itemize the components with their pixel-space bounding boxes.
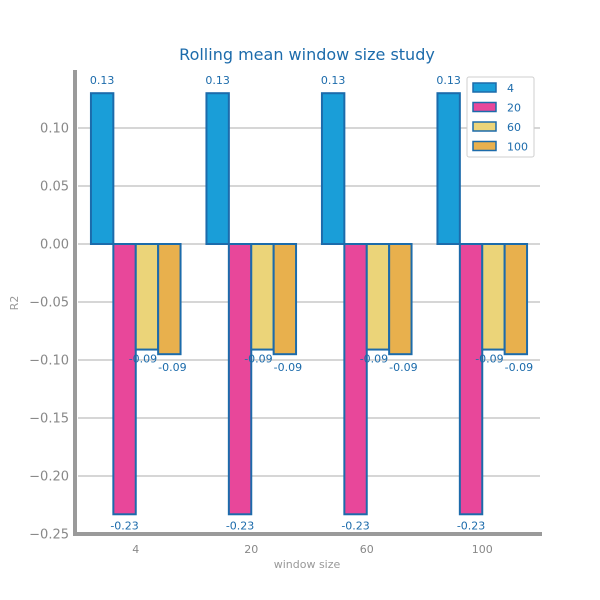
y-axis-ticks: 0.10 0.05 0.00 −0.05 −0.10 −0.15 −0.20 −0.25 xyxy=(29,122,69,543)
legend-label: 60 xyxy=(507,121,521,134)
data-label: -0.09 xyxy=(158,361,186,374)
data-label: 0.13 xyxy=(205,74,230,87)
x-axis-ticks: 4 20 60 100 xyxy=(132,543,493,556)
data-label: -0.09 xyxy=(360,353,388,366)
bar-20-4 xyxy=(112,243,137,516)
y-axis-label: R2 xyxy=(8,296,21,311)
data-label: -0.09 xyxy=(389,361,417,374)
legend-label: 100 xyxy=(507,141,528,154)
y-tick-label: −0.15 xyxy=(29,412,69,427)
bar-100-60 xyxy=(388,243,413,356)
bar-60-100 xyxy=(481,243,506,351)
y-tick-label: 0.00 xyxy=(40,238,69,253)
legend-label: 20 xyxy=(507,102,521,115)
x-tick-label: 20 xyxy=(244,543,258,556)
data-label: 0.13 xyxy=(321,74,346,87)
bar-60-4 xyxy=(134,243,160,351)
x-tick-label: 100 xyxy=(472,543,493,556)
bar-60-60 xyxy=(365,243,391,351)
bar-100-20 xyxy=(272,243,298,356)
legend-box xyxy=(466,76,535,158)
bar-4-100 xyxy=(436,92,461,245)
y-tick-label: 0.05 xyxy=(40,180,69,195)
chart-title: Rolling mean window size study xyxy=(179,45,435,64)
data-label: -0.23 xyxy=(457,519,485,532)
data-label: -0.09 xyxy=(274,361,302,374)
y-tick-label: −0.25 xyxy=(29,528,69,543)
bar-100-4 xyxy=(157,243,182,356)
y-tick-label: −0.10 xyxy=(29,354,69,369)
data-label: -0.23 xyxy=(110,519,138,532)
data-label: 0.13 xyxy=(436,74,461,87)
data-label: -0.09 xyxy=(475,353,503,366)
bar-4-60 xyxy=(320,92,346,245)
bars xyxy=(89,92,529,516)
data-label: -0.09 xyxy=(244,353,272,366)
bar-60-20 xyxy=(250,243,275,351)
legend-swatch xyxy=(472,121,497,132)
y-tick-label: −0.20 xyxy=(29,470,69,485)
x-axis-label: window size xyxy=(274,558,341,571)
x-tick-label: 60 xyxy=(360,543,374,556)
x-tick-label: 4 xyxy=(132,543,139,556)
legend-swatch xyxy=(472,82,497,93)
legend-swatch xyxy=(472,140,497,152)
bar-20-60 xyxy=(343,243,368,516)
bar-4-20 xyxy=(205,92,230,245)
y-tick-label: 0.10 xyxy=(40,122,69,137)
y-tick-label: −0.05 xyxy=(29,296,69,311)
legend: 4 20 60 100 xyxy=(466,76,535,158)
legend-swatch xyxy=(472,101,497,113)
bar-20-20 xyxy=(227,243,253,516)
data-label: -0.09 xyxy=(505,361,533,374)
bar-20-100 xyxy=(458,243,484,516)
data-label: -0.23 xyxy=(226,519,254,532)
data-labels: 0.13-0.23-0.09-0.090.13-0.23-0.09-0.090.… xyxy=(90,74,533,532)
bar-100-100 xyxy=(503,243,529,356)
data-label: -0.09 xyxy=(129,353,157,366)
bar-4-4 xyxy=(89,92,115,245)
data-label: -0.23 xyxy=(341,519,369,532)
legend-label: 4 xyxy=(507,82,514,95)
data-label: 0.13 xyxy=(90,74,115,87)
